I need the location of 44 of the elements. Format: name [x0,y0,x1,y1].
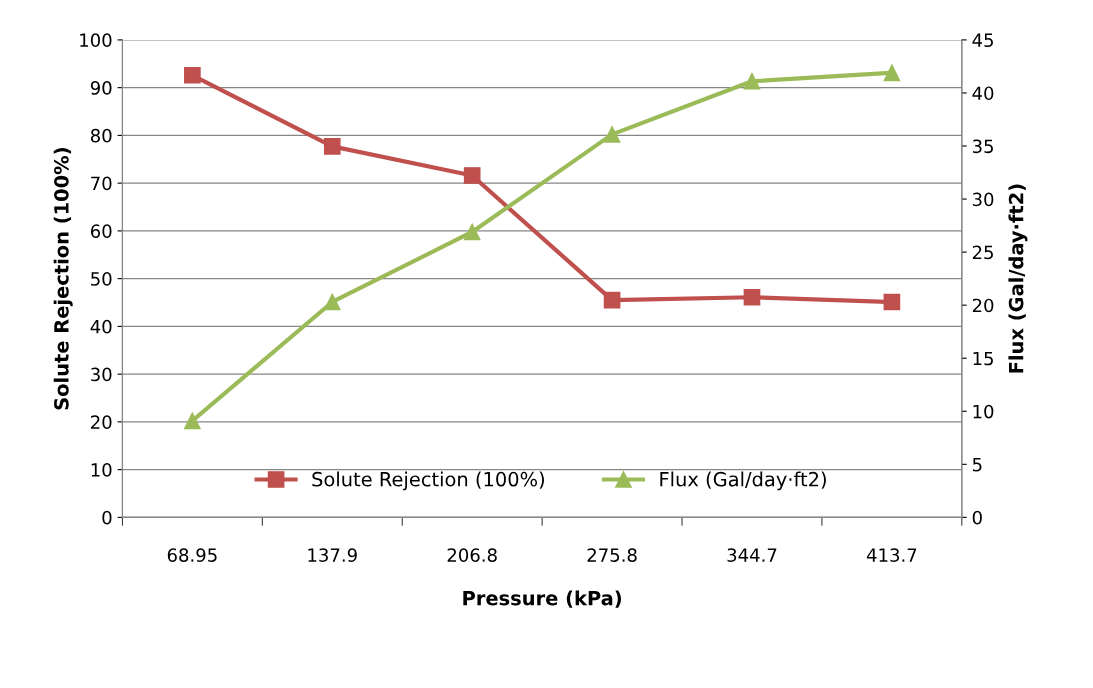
y-tick-label: 90 [90,81,112,95]
y2-tick-label: 5 [972,458,982,472]
point [184,66,201,84]
y-tick-label: 10 [91,463,112,477]
point [463,167,481,184]
y2-tick-label: 10 [973,404,994,419]
x-tick-label: 275.8 [587,548,637,562]
y-tick-label: 80 [90,128,112,143]
y2-tick-label: 15 [973,351,993,366]
x-tick-label: 137.9 [308,548,357,562]
y-tick-label: 20 [91,415,112,429]
y2-tick-label: 20 [972,298,994,313]
y-tick-label: 50 [91,272,112,286]
legend-label: Solute Rejection (100%) [312,471,544,491]
y-tick-label: 40 [90,319,112,334]
y2-tick-label: 30 [972,192,994,207]
y2-axis-title: Flux (Gal/day·ft2) [1008,184,1028,373]
point [743,72,761,90]
point [323,138,341,155]
x-axis-title: Pressure (kPa) [463,590,622,608]
y2-tick-label: 40 [972,86,994,101]
point [603,291,621,309]
legend-label: Flux (Gal/day·ft2) [660,471,826,491]
y2-tick-label: 35 [972,139,993,154]
y-tick-label: 100 [80,33,112,48]
point [743,288,761,306]
point [603,126,621,143]
y-tick-label: 60 [90,224,112,239]
point [323,293,341,311]
point [883,293,901,311]
x-tick-label: 413.7 [866,548,917,562]
y-tick-label: 70 [91,176,112,191]
x-tick-label: 68.95 [167,548,217,562]
x-tick-label: 206.8 [447,548,497,562]
y2-tick-label: 25 [972,245,993,260]
y2-tick-label: 0 [972,510,982,525]
point [463,223,481,241]
x-tick-label: 344.7 [727,548,777,562]
point [883,64,901,82]
y-tick-label: 0 [102,510,112,525]
y-axis-title: Solute Rejection (100%) [53,148,73,410]
point [184,412,201,430]
y-tick-label: 30 [91,367,112,382]
y2-tick-label: 45 [972,33,993,48]
